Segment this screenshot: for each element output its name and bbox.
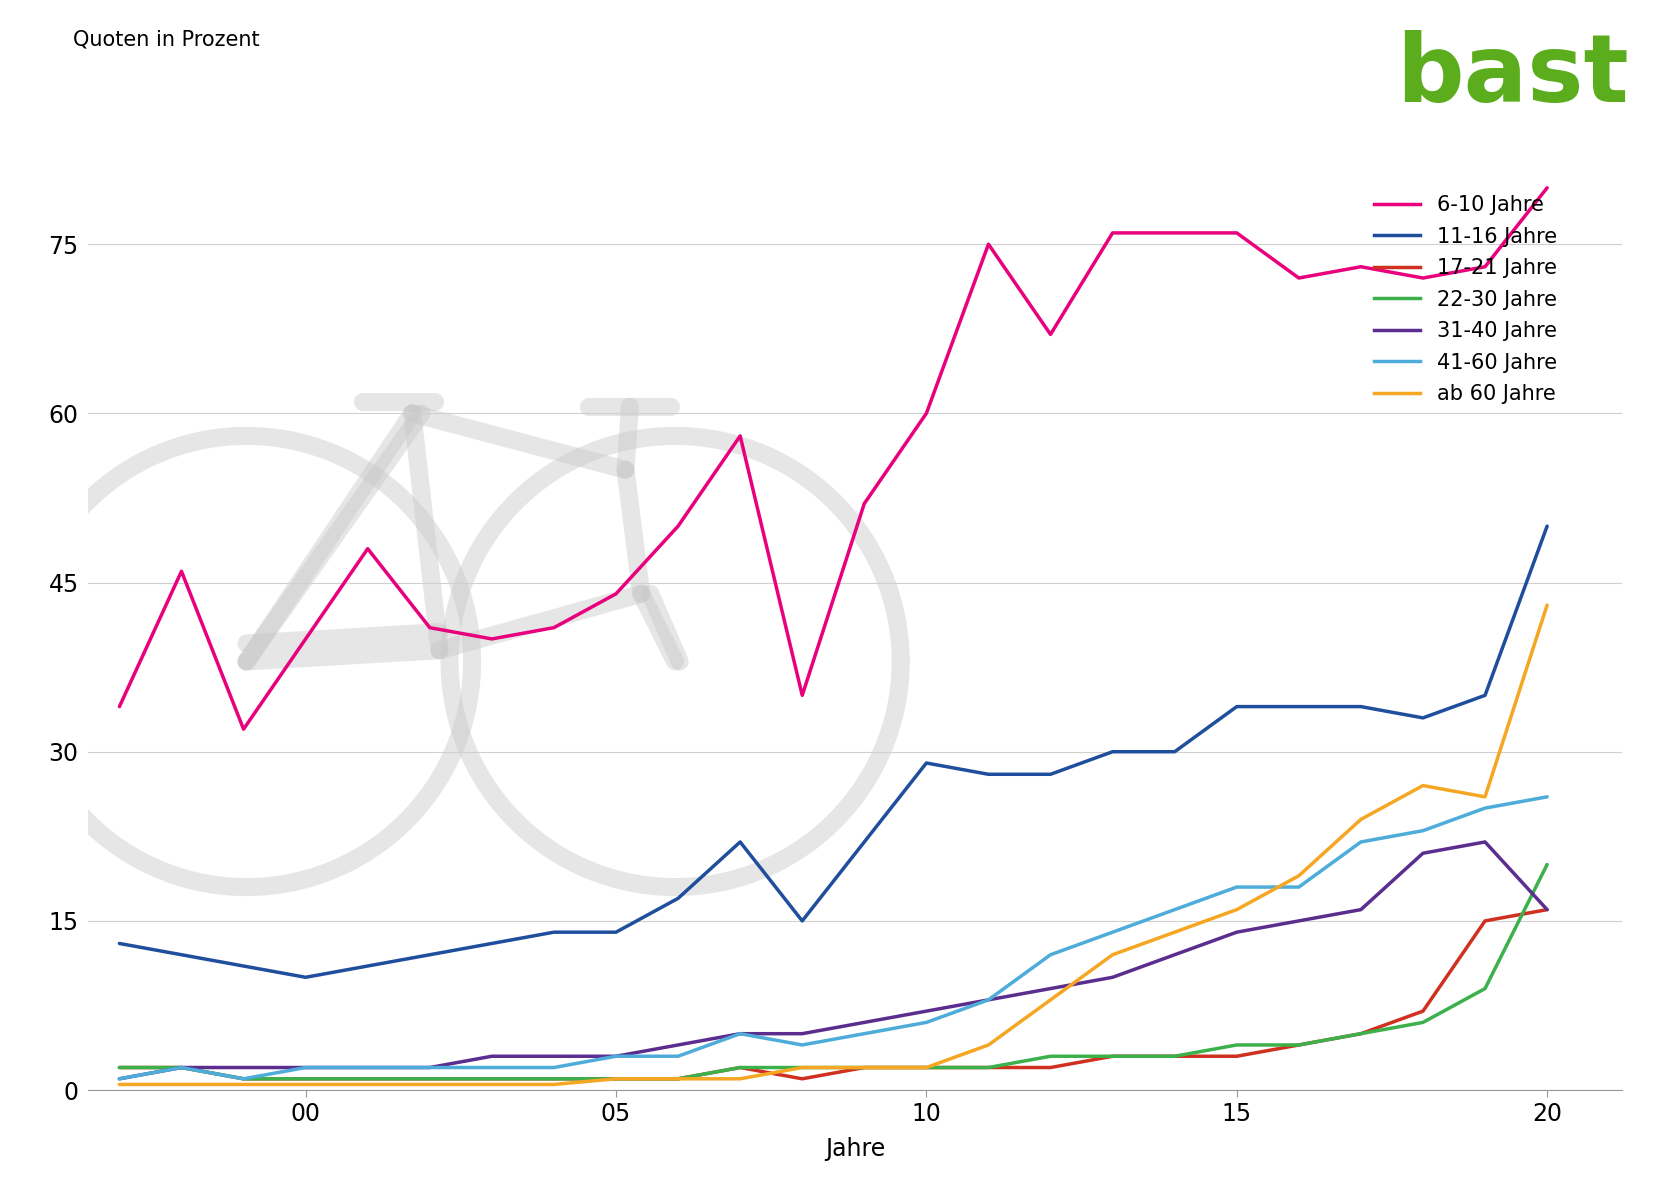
X-axis label: Jahre: Jahre	[825, 1138, 885, 1162]
Text: bast: bast	[1396, 30, 1628, 122]
Text: Quoten in Prozent: Quoten in Prozent	[73, 30, 259, 49]
Legend: 6-10 Jahre, 11-16 Jahre, 17-21 Jahre, 22-30 Jahre, 31-40 Jahre, 41-60 Jahre, ab : 6-10 Jahre, 11-16 Jahre, 17-21 Jahre, 22…	[1366, 187, 1565, 413]
